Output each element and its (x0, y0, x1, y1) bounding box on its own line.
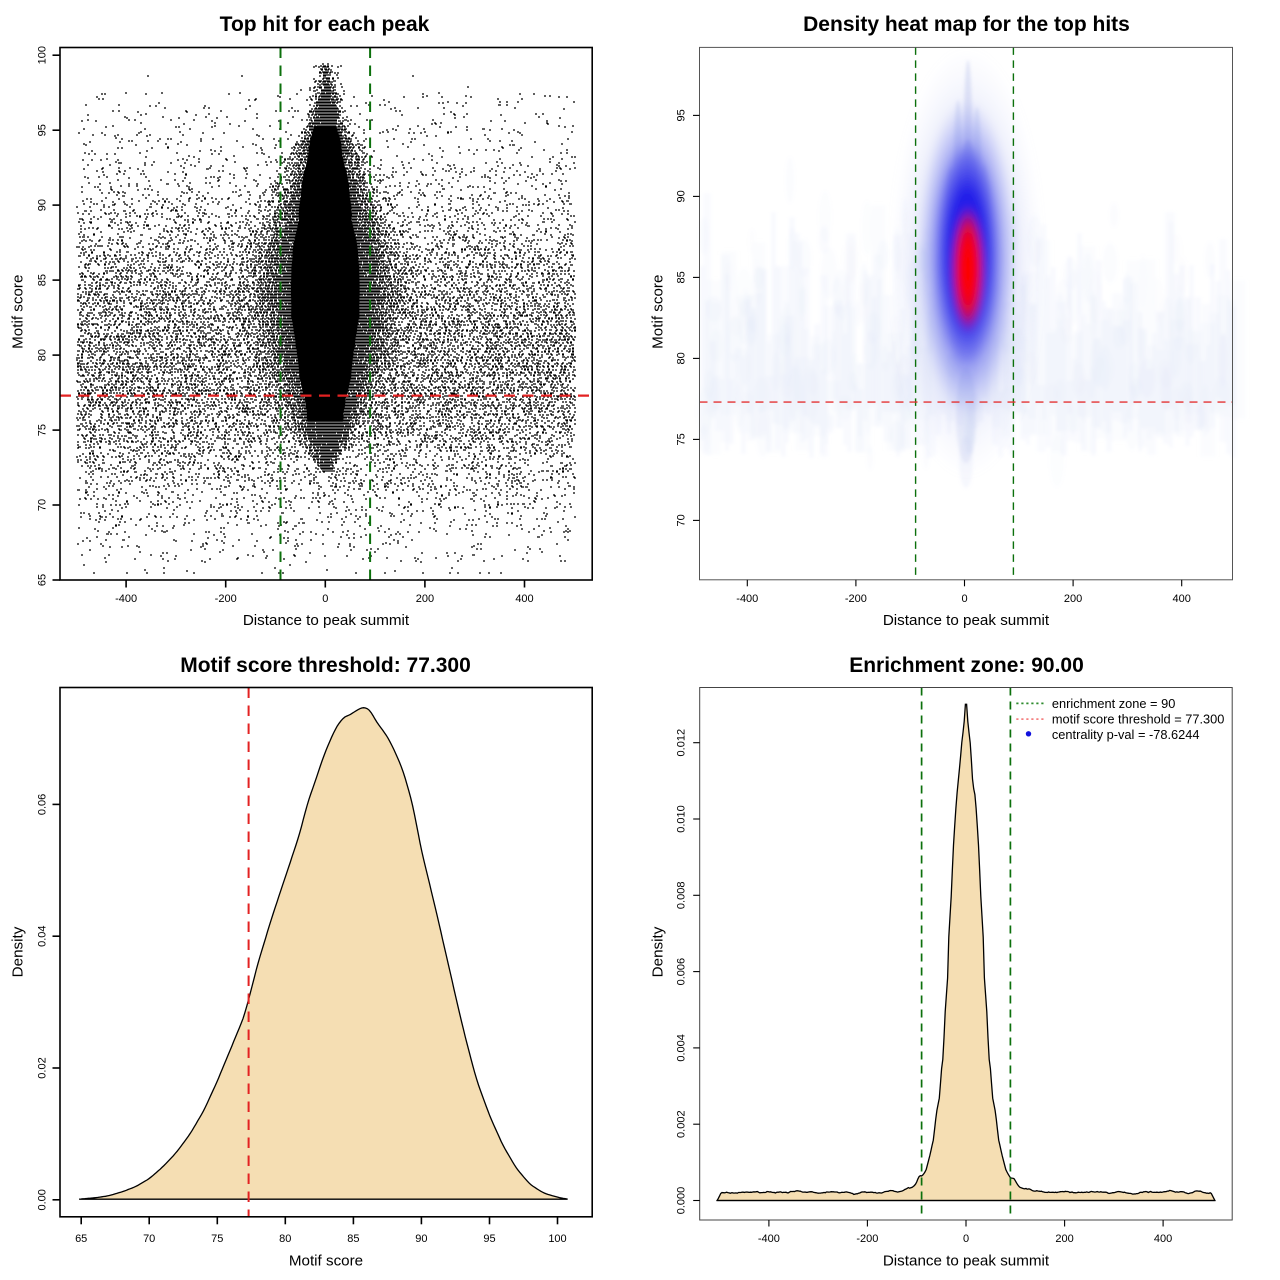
svg-text:0.004: 0.004 (676, 1034, 688, 1062)
svg-text:Distance to peak summit: Distance to peak summit (883, 1252, 1050, 1269)
svg-text:75: 75 (211, 1233, 223, 1245)
svg-text:0.02: 0.02 (37, 1057, 49, 1078)
svg-text:Density heat map for the top h: Density heat map for the top hits (803, 13, 1130, 36)
svg-text:motif score threshold = 77.300: motif score threshold = 77.300 (1052, 711, 1225, 726)
svg-text:-200: -200 (215, 593, 237, 605)
svg-text:enrichment zone = 90: enrichment zone = 90 (1052, 696, 1175, 711)
svg-text:0: 0 (963, 1233, 969, 1245)
svg-text:75: 75 (676, 433, 688, 445)
svg-text:0: 0 (322, 593, 328, 605)
svg-text:85: 85 (37, 274, 49, 286)
svg-text:200: 200 (416, 593, 434, 605)
svg-text:80: 80 (279, 1233, 291, 1245)
svg-text:75: 75 (37, 424, 49, 436)
svg-text:100: 100 (37, 46, 49, 64)
svg-text:95: 95 (37, 124, 49, 136)
svg-text:80: 80 (37, 349, 49, 361)
svg-text:Motif score: Motif score (650, 275, 667, 349)
svg-text:Enrichment zone: 90.00: Enrichment zone: 90.00 (849, 654, 1084, 677)
svg-text:-400: -400 (115, 593, 137, 605)
svg-text:Density: Density (10, 926, 27, 977)
svg-text:0.06: 0.06 (37, 794, 49, 815)
svg-text:80: 80 (676, 352, 688, 364)
svg-text:0.000: 0.000 (676, 1187, 688, 1215)
svg-text:400: 400 (1154, 1233, 1172, 1245)
svg-text:400: 400 (1173, 593, 1191, 605)
svg-text:Top hit for each peak: Top hit for each peak (220, 13, 430, 36)
svg-text:Distance to peak summit: Distance to peak summit (883, 612, 1050, 629)
svg-text:90: 90 (676, 190, 688, 202)
svg-text:200: 200 (1055, 1233, 1073, 1245)
svg-text:70: 70 (676, 514, 688, 526)
svg-text:90: 90 (37, 199, 49, 211)
svg-text:100: 100 (548, 1233, 566, 1245)
svg-text:85: 85 (676, 271, 688, 283)
svg-text:70: 70 (37, 499, 49, 511)
svg-text:-200: -200 (845, 593, 867, 605)
svg-text:95: 95 (676, 109, 688, 121)
svg-text:0.008: 0.008 (676, 882, 688, 910)
svg-text:200: 200 (1064, 593, 1082, 605)
svg-text:0: 0 (961, 593, 967, 605)
svg-text:0.010: 0.010 (676, 805, 688, 833)
svg-text:0.006: 0.006 (676, 958, 688, 986)
svg-text:Distance to peak summit: Distance to peak summit (243, 612, 410, 629)
svg-text:0.012: 0.012 (676, 729, 688, 757)
svg-text:90: 90 (415, 1233, 427, 1245)
svg-text:-200: -200 (856, 1233, 878, 1245)
svg-text:85: 85 (347, 1233, 359, 1245)
svg-text:65: 65 (75, 1233, 87, 1245)
svg-text:95: 95 (483, 1233, 495, 1245)
svg-text:Density: Density (650, 926, 667, 977)
svg-text:400: 400 (515, 593, 533, 605)
svg-text:Motif score: Motif score (10, 275, 27, 349)
svg-text:0.00: 0.00 (37, 1189, 49, 1210)
svg-text:0.002: 0.002 (676, 1110, 688, 1138)
svg-text:65: 65 (37, 574, 49, 586)
svg-text:Motif score threshold: 77.300: Motif score threshold: 77.300 (180, 654, 471, 677)
svg-text:-400: -400 (758, 1233, 780, 1245)
svg-text:-400: -400 (736, 593, 758, 605)
svg-text:Motif score: Motif score (289, 1252, 363, 1269)
svg-text:centrality p-val = -78.6244: centrality p-val = -78.6244 (1052, 727, 1200, 742)
svg-text:0.04: 0.04 (37, 925, 49, 946)
svg-text:70: 70 (143, 1233, 155, 1245)
